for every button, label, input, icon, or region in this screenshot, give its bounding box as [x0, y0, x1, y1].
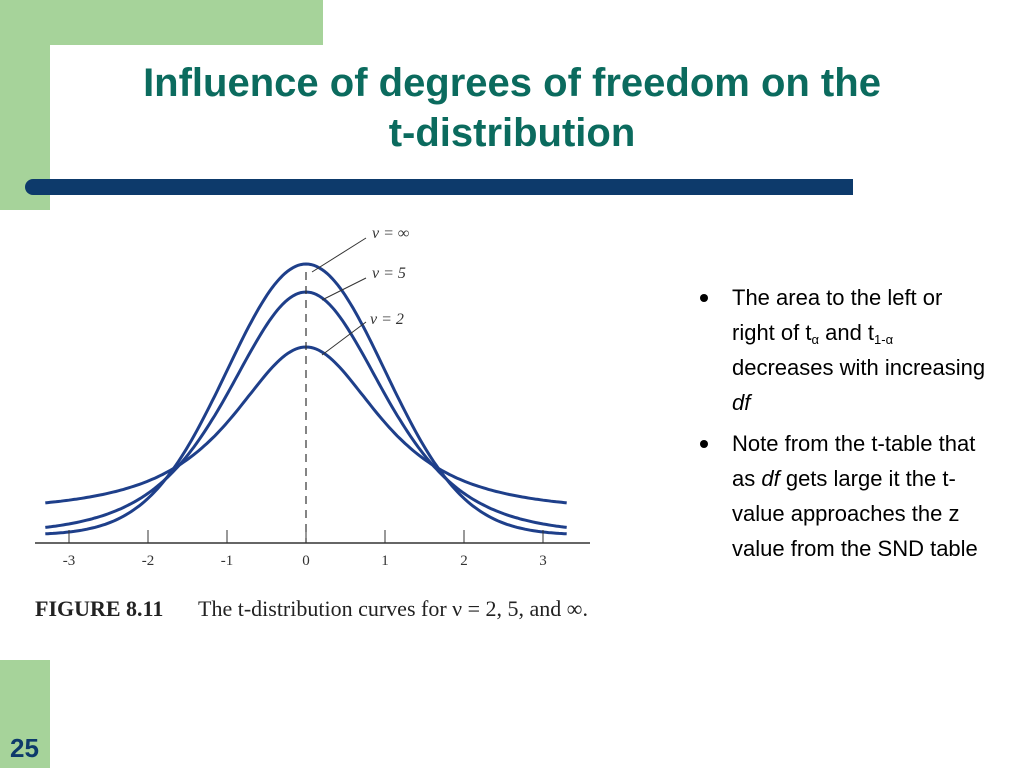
tick-label: -1 [221, 553, 234, 569]
tick-label: 3 [539, 553, 547, 569]
title-line: Influence of degrees of freedom on the [143, 61, 881, 105]
curve [45, 262, 567, 536]
tick-label: -3 [63, 553, 76, 569]
curve-label: ν = ∞ [372, 225, 409, 242]
tick-label: 2 [460, 553, 468, 569]
title: Influence of degrees of freedom on the t… [60, 58, 964, 158]
leader-line [321, 321, 367, 356]
curve-label: ν = 2 [370, 311, 404, 328]
caption-text: The t-distribution curves for ν = 2, 5, … [198, 596, 588, 621]
side-band [0, 0, 50, 210]
curve-label: ν = 5 [372, 265, 406, 282]
leaders [311, 237, 367, 356]
side-band-bottom [0, 660, 50, 768]
tick-label: -2 [142, 553, 155, 569]
figure: ν = ∞ ν = 5 ν = 2 -3 -2 -1 0 1 2 3 FIGURE 8.11… [35, 225, 590, 621]
bullet-text: df [761, 466, 780, 491]
bullet-text: decreases with increasing [732, 355, 986, 380]
leader-line [311, 237, 367, 273]
bullet: Note from the t-table that as df gets la… [696, 426, 986, 566]
curve [45, 290, 567, 529]
bullet-text: The area to the left or right of t [732, 285, 943, 345]
bullet-text: gets large it the t-value approaches the… [732, 466, 978, 561]
page-number: 25 [10, 733, 39, 763]
bullet-text: df [732, 390, 751, 415]
bullet-text: α [811, 332, 819, 347]
ticks: -3 -2 -1 0 1 2 3 [63, 530, 547, 569]
leader-line [321, 277, 367, 301]
corner-band [0, 0, 323, 45]
tick-label: 1 [381, 553, 389, 569]
title-bar [25, 179, 853, 195]
tick-label: 0 [302, 553, 310, 569]
bullet-text: 1-α [874, 332, 894, 347]
caption-label: FIGURE 8.11 [35, 596, 163, 621]
bullet-text: and t [819, 320, 875, 345]
title-line: t-distribution [388, 111, 636, 155]
bullet: The area to the left or right of tα and … [696, 280, 986, 420]
bullet-text: Note from the t-table that as [732, 431, 976, 491]
bullet-list: The area to the left or right of tα and … [696, 280, 986, 572]
